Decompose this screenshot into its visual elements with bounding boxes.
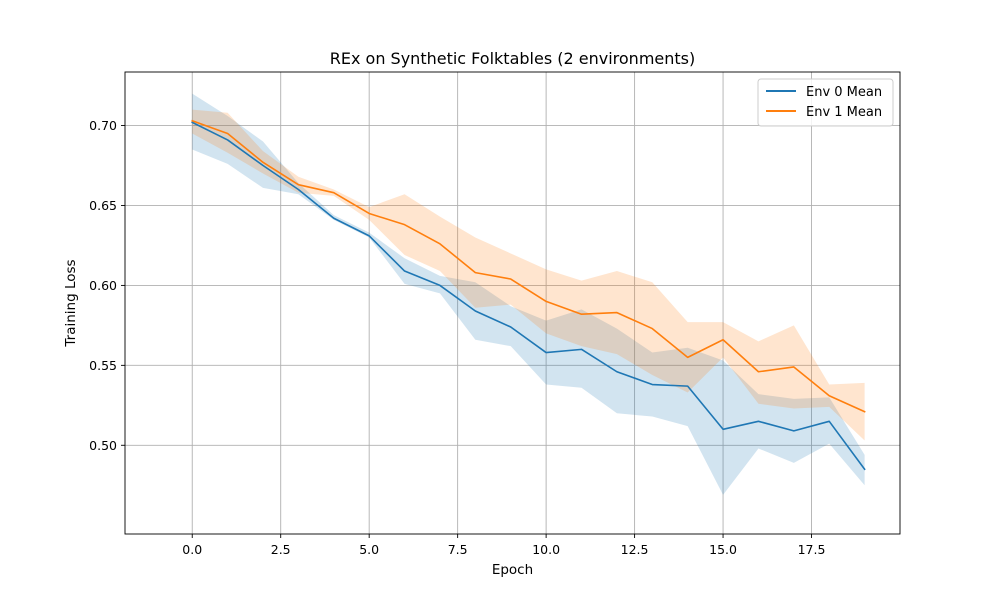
grid xyxy=(125,72,900,534)
confidence-bands xyxy=(192,93,865,495)
x-tick-label: 0.0 xyxy=(182,542,202,557)
series-lines xyxy=(191,119,866,471)
y-tick-label: 0.65 xyxy=(89,198,117,213)
plot-area xyxy=(125,72,900,534)
legend-label-env0: Env 0 Mean xyxy=(806,85,882,100)
y-tick-label: 0.55 xyxy=(89,358,117,373)
confidence-band-env0 xyxy=(192,93,865,495)
legend-label-env1: Env 1 Mean xyxy=(806,105,882,120)
x-tick-label: 10.0 xyxy=(532,542,560,557)
x-tick-label: 2.5 xyxy=(271,542,291,557)
x-axis-ticks: 0.0 2.5 5.0 7.5 10.0 12.5 15.0 17.5 xyxy=(182,534,825,557)
x-tick-label: 15.0 xyxy=(709,542,737,557)
x-tick-label: 12.5 xyxy=(621,542,649,557)
plot-frame xyxy=(124,71,901,535)
x-tick-label: 17.5 xyxy=(798,542,826,557)
series-line-env1 xyxy=(191,119,866,413)
legend: Env 0 Mean Env 1 Mean xyxy=(757,78,894,127)
series-line-env0 xyxy=(191,121,866,471)
y-tick-label: 0.60 xyxy=(89,278,117,293)
x-axis-label: Epoch xyxy=(492,562,533,578)
x-tick-label: 5.0 xyxy=(359,542,379,557)
y-tick-label: 0.70 xyxy=(89,118,117,133)
y-tick-label: 0.50 xyxy=(89,438,117,453)
confidence-band-env1 xyxy=(192,109,865,441)
x-tick-label: 7.5 xyxy=(448,542,468,557)
y-axis-ticks: 0.50 0.55 0.60 0.65 0.70 xyxy=(89,118,125,453)
chart-title: REx on Synthetic Folktables (2 environme… xyxy=(330,49,695,68)
y-axis-label: Training Loss xyxy=(63,259,79,347)
